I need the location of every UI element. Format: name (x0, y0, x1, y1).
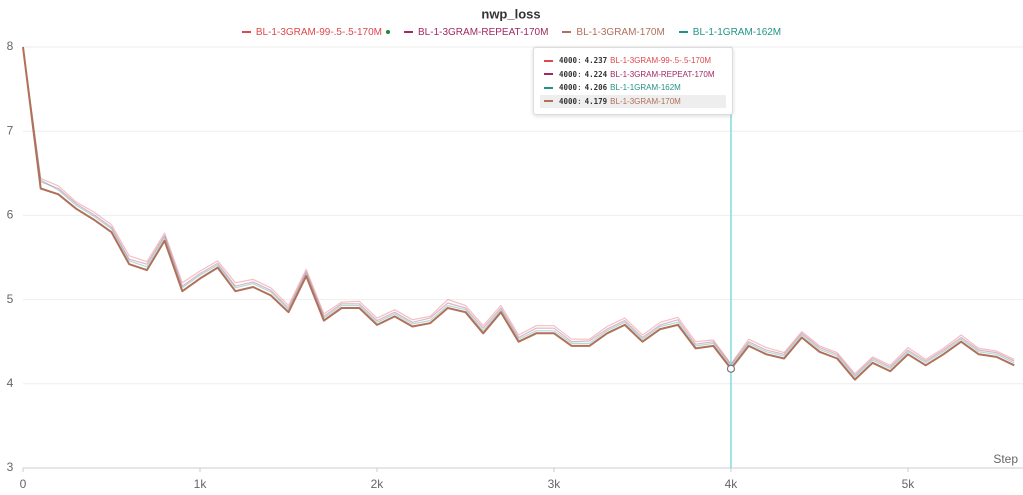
tooltip-step: 4000 (559, 83, 585, 92)
legend-swatch (562, 31, 572, 34)
legend-item: BL-1-3GRAM-99-.5-.5-170M (241, 27, 391, 38)
legend-swatch (678, 31, 688, 34)
series-line (22, 46, 1015, 378)
tooltip-swatch (544, 86, 553, 89)
tooltip-value: 4.206 (584, 83, 608, 93)
legend-label: BL-1-3GRAM-99-.5-.5-170M (255, 27, 383, 38)
tooltip-step: 4000 (559, 97, 585, 106)
legend-item: BL-1-1GRAM-162M (678, 27, 782, 38)
tooltip-value: 4.179 (584, 96, 608, 106)
y-tick-label: 6 (7, 208, 14, 222)
legend-label: BL-1-3GRAM-170M (576, 27, 665, 38)
x-tick-label: 1k (194, 477, 208, 491)
x-tick-label: 4k (725, 477, 739, 491)
y-tick-label: 5 (7, 292, 14, 306)
y-tick-label: 8 (7, 39, 14, 53)
legend-label: BL-1-3GRAM-REPEAT-170M (418, 27, 549, 38)
y-tick-label: 4 (7, 376, 14, 390)
hover-point (726, 364, 736, 373)
x-tick-label: 3k (548, 477, 562, 491)
chart-title: nwp_loss (481, 6, 540, 21)
legend-item: BL-1-3GRAM-REPEAT-170M (404, 27, 548, 38)
tooltip-swatch (544, 73, 553, 76)
legend: BL-1-3GRAM-99-.5-.5-170M BL-1-3GRAM-REPEA… (0, 27, 1023, 38)
legend-item: BL-1-3GRAM-170M (562, 27, 665, 38)
tooltip-swatch (544, 59, 553, 62)
series-line (22, 46, 1015, 375)
series-line (22, 46, 1015, 381)
y-tick-label: 7 (7, 123, 14, 137)
x-tick-label: 2k (371, 477, 385, 491)
status-dot (386, 30, 391, 35)
x-axis-label: Step (993, 452, 1018, 466)
tooltip-name: BL-1-1GRAM-162M (610, 83, 681, 93)
tooltip-step: 4000 (559, 56, 585, 65)
y-tick-label: 3 (7, 460, 14, 474)
legend-swatch (241, 31, 251, 34)
tooltip-step: 4000 (559, 70, 585, 79)
tooltip: 40004.237BL-1-3GRAM-99-.5-.5-170M40004.2… (533, 47, 733, 115)
tooltip-value: 4.224 (584, 69, 608, 79)
tooltip-name: BL-1-3GRAM-REPEAT-170M (610, 69, 715, 79)
legend-label: BL-1-1GRAM-162M (692, 27, 782, 38)
x-tick-label: 5k (902, 477, 916, 491)
tooltip-name: BL-1-3GRAM-99-.5-.5-170M (610, 56, 712, 66)
series-line (22, 46, 1015, 376)
legend-swatch (404, 31, 414, 34)
tooltip-swatch (544, 100, 553, 103)
tooltip-name: BL-1-3GRAM-170M (610, 96, 681, 106)
x-tick-label: 0 (20, 477, 27, 491)
tooltip-value: 4.237 (584, 56, 608, 66)
